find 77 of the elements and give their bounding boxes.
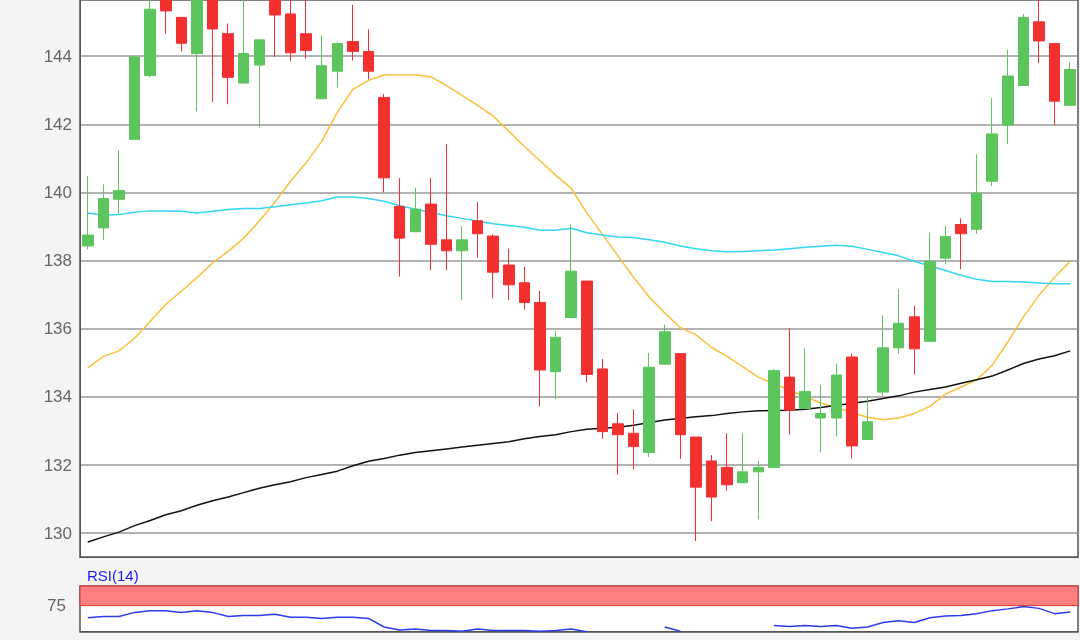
candlestick	[815, 384, 826, 453]
candlestick	[955, 217, 967, 270]
y-tick-label: 130	[43, 523, 72, 543]
candlestick	[565, 224, 577, 319]
candlestick	[129, 56, 140, 140]
candlestick	[378, 93, 390, 193]
candlestick	[98, 183, 109, 241]
candlestick	[269, 0, 281, 58]
candlestick	[877, 314, 889, 397]
candlestick	[503, 248, 515, 301]
candlestick	[1033, 0, 1045, 64]
candlestick	[597, 358, 608, 440]
candlestick	[737, 432, 748, 484]
candlestick	[347, 4, 359, 62]
candlestick	[472, 201, 483, 259]
candlestick	[144, 0, 156, 78]
candlestick	[940, 225, 951, 265]
candlestick	[238, 0, 249, 84]
candlestick	[1018, 13, 1029, 87]
y-tick-label: 136	[43, 319, 72, 339]
candlestick	[721, 432, 733, 492]
candlestick	[222, 23, 234, 105]
candlestick	[831, 363, 842, 437]
candlestick	[1049, 43, 1060, 126]
candlestick	[1064, 61, 1076, 106]
candlestick	[628, 408, 639, 470]
candlestick	[768, 368, 780, 468]
candlestick	[550, 330, 561, 400]
y-tick-label: 134	[43, 387, 72, 407]
chart-title: RSI(14)	[87, 567, 139, 584]
line-series	[87, 74, 1071, 421]
y-tick-label: 142	[43, 114, 72, 134]
candlestick	[846, 353, 858, 460]
candlestick	[784, 327, 795, 436]
candlestick	[643, 352, 655, 458]
line-series	[87, 196, 1071, 285]
candlestick	[113, 149, 125, 216]
candlestick	[363, 28, 374, 80]
candlestick	[1002, 49, 1014, 145]
candlestick	[534, 290, 546, 407]
candlestick	[799, 347, 811, 409]
candlestick	[690, 436, 702, 542]
y-tick-label: 132	[43, 455, 72, 475]
candlestick	[254, 39, 265, 129]
candlestick	[909, 305, 920, 375]
candlestick	[986, 97, 998, 187]
candlestick	[893, 288, 904, 355]
candlestick	[425, 177, 437, 271]
candlestick	[675, 353, 686, 460]
y-tick-label: 144	[43, 46, 72, 66]
candlestick	[410, 187, 421, 233]
candlestick	[394, 177, 405, 278]
candlestick	[706, 454, 717, 522]
candlestick	[285, 0, 296, 62]
candlestick	[300, 0, 312, 60]
candlestick	[316, 34, 327, 100]
candlestick	[971, 153, 982, 235]
candlestick	[441, 143, 452, 271]
candlestick	[612, 412, 624, 476]
candlestick	[207, 0, 218, 103]
candlestick	[924, 232, 936, 342]
line-series	[87, 350, 1071, 543]
candlestick	[862, 395, 873, 440]
candlestick	[659, 324, 671, 365]
candlestick	[519, 266, 530, 311]
candlestick	[191, 0, 203, 112]
text: 75	[47, 595, 66, 615]
candlestick	[82, 175, 94, 250]
y-tick-label: 138	[43, 251, 72, 271]
candlestick	[160, 0, 172, 35]
candlestick	[581, 280, 593, 383]
candlestick	[456, 225, 468, 301]
candlestick	[176, 16, 187, 52]
y-tick-label: 140	[43, 182, 72, 202]
candlestick	[753, 460, 764, 521]
candlestick	[487, 233, 499, 299]
candlestick	[332, 42, 343, 89]
